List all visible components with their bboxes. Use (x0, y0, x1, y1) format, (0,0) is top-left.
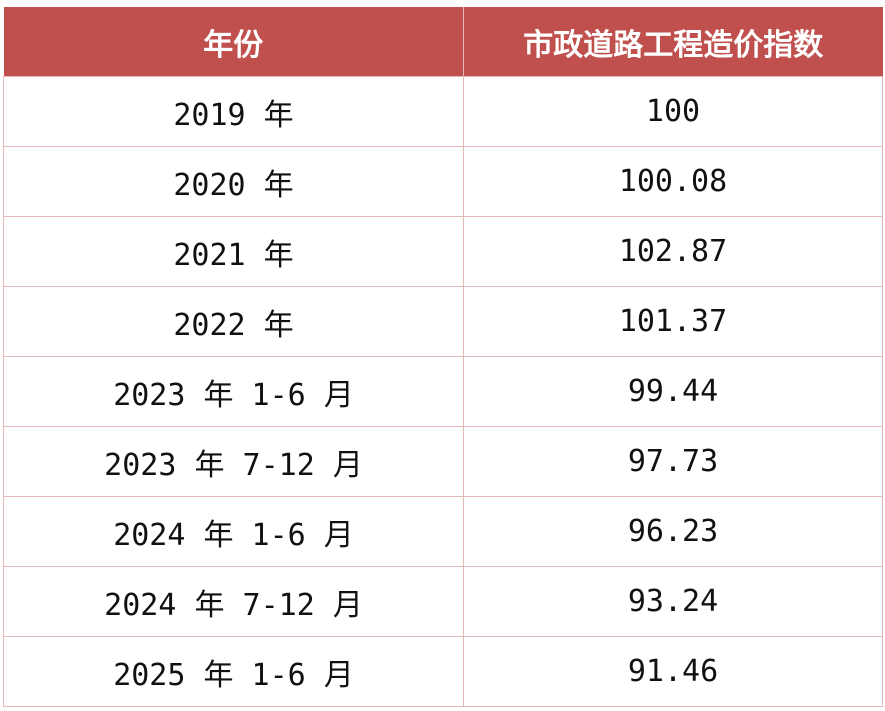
year-cell: 2024 年 7-12 月 (3, 566, 464, 637)
year-cell: 2020 年 (3, 146, 464, 217)
year-cell: 2022 年 (3, 286, 464, 357)
table-row: 2022 年 101.37 (3, 286, 883, 357)
index-cell: 100 (463, 76, 883, 147)
table-row: 2024 年 7-12 月 93.24 (3, 566, 883, 637)
table-row: 2019 年 100 (3, 76, 883, 147)
year-cell: 2024 年 1-6 月 (3, 496, 464, 567)
index-cell: 91.46 (463, 636, 883, 707)
index-cell: 100.08 (463, 146, 883, 217)
year-cell: 2023 年 1-6 月 (3, 356, 464, 427)
table-row: 2025 年 1-6 月 91.46 (3, 636, 883, 707)
table-row: 2024 年 1-6 月 96.23 (3, 496, 883, 567)
index-cell: 101.37 (463, 286, 883, 357)
table-row: 2023 年 7-12 月 97.73 (3, 426, 883, 497)
index-cell: 99.44 (463, 356, 883, 427)
year-cell: 2019 年 (3, 76, 464, 147)
index-cell: 93.24 (463, 566, 883, 637)
year-cell: 2023 年 7-12 月 (3, 426, 464, 497)
index-cell: 96.23 (463, 496, 883, 567)
year-cell: 2021 年 (3, 216, 464, 287)
index-cell: 97.73 (463, 426, 883, 497)
table-row: 2023 年 1-6 月 99.44 (3, 356, 883, 427)
table-row: 2020 年 100.08 (3, 146, 883, 217)
header-index: 市政道路工程造价指数 (463, 7, 883, 77)
index-cell: 102.87 (463, 216, 883, 287)
header-year: 年份 (3, 7, 464, 77)
table-row: 2021 年 102.87 (3, 216, 883, 287)
year-cell: 2025 年 1-6 月 (3, 636, 464, 707)
price-index-table: 年份 市政道路工程造价指数 2019 年 100 2020 年 100.08 2… (3, 7, 883, 707)
table-header-row: 年份 市政道路工程造价指数 (3, 7, 883, 77)
